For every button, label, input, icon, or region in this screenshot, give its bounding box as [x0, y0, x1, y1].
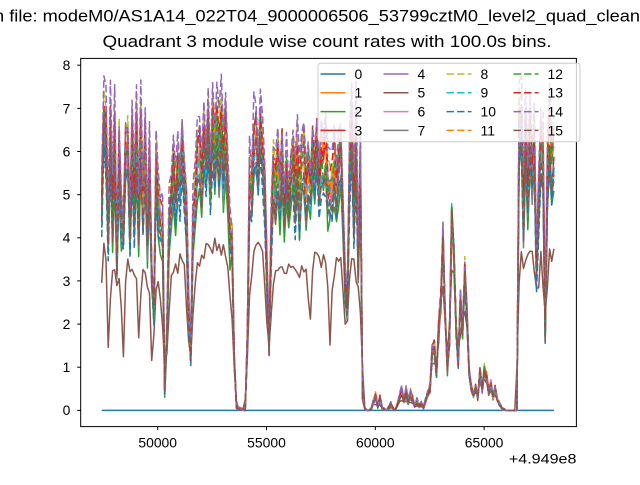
svg-text:m file: modeM0/AS1A14_022T04_9: m file: modeM0/AS1A14_022T04_9000006506_… — [0, 7, 640, 26]
svg-text:+4.949e8: +4.949e8 — [509, 451, 577, 467]
svg-text:7: 7 — [63, 100, 71, 116]
svg-text:10: 10 — [481, 104, 497, 120]
svg-text:12: 12 — [548, 66, 564, 82]
svg-text:6: 6 — [63, 143, 71, 159]
svg-text:7: 7 — [418, 122, 426, 138]
svg-text:5: 5 — [418, 85, 426, 101]
svg-text:2: 2 — [355, 104, 363, 120]
svg-text:4: 4 — [63, 230, 71, 246]
svg-text:13: 13 — [548, 85, 564, 101]
svg-text:9: 9 — [481, 85, 489, 101]
svg-text:4: 4 — [418, 66, 426, 82]
svg-text:6: 6 — [418, 104, 426, 120]
svg-text:15: 15 — [548, 122, 564, 138]
svg-text:1: 1 — [355, 85, 363, 101]
svg-text:50000: 50000 — [138, 434, 177, 450]
svg-text:55000: 55000 — [247, 434, 286, 450]
svg-text:1: 1 — [63, 359, 71, 375]
svg-text:3: 3 — [63, 273, 71, 289]
svg-text:0: 0 — [355, 66, 363, 82]
svg-text:0: 0 — [63, 402, 71, 418]
svg-text:8: 8 — [481, 66, 489, 82]
svg-text:8: 8 — [63, 57, 71, 73]
svg-text:65000: 65000 — [465, 434, 504, 450]
svg-text:60000: 60000 — [356, 434, 395, 450]
svg-text:14: 14 — [548, 104, 564, 120]
svg-text:2: 2 — [63, 316, 71, 332]
svg-text:5: 5 — [63, 187, 71, 203]
svg-text:3: 3 — [355, 122, 363, 138]
svg-text:11: 11 — [481, 122, 496, 138]
svg-text:Quadrant 3 module wise count r: Quadrant 3 module wise count rates with … — [103, 32, 552, 51]
